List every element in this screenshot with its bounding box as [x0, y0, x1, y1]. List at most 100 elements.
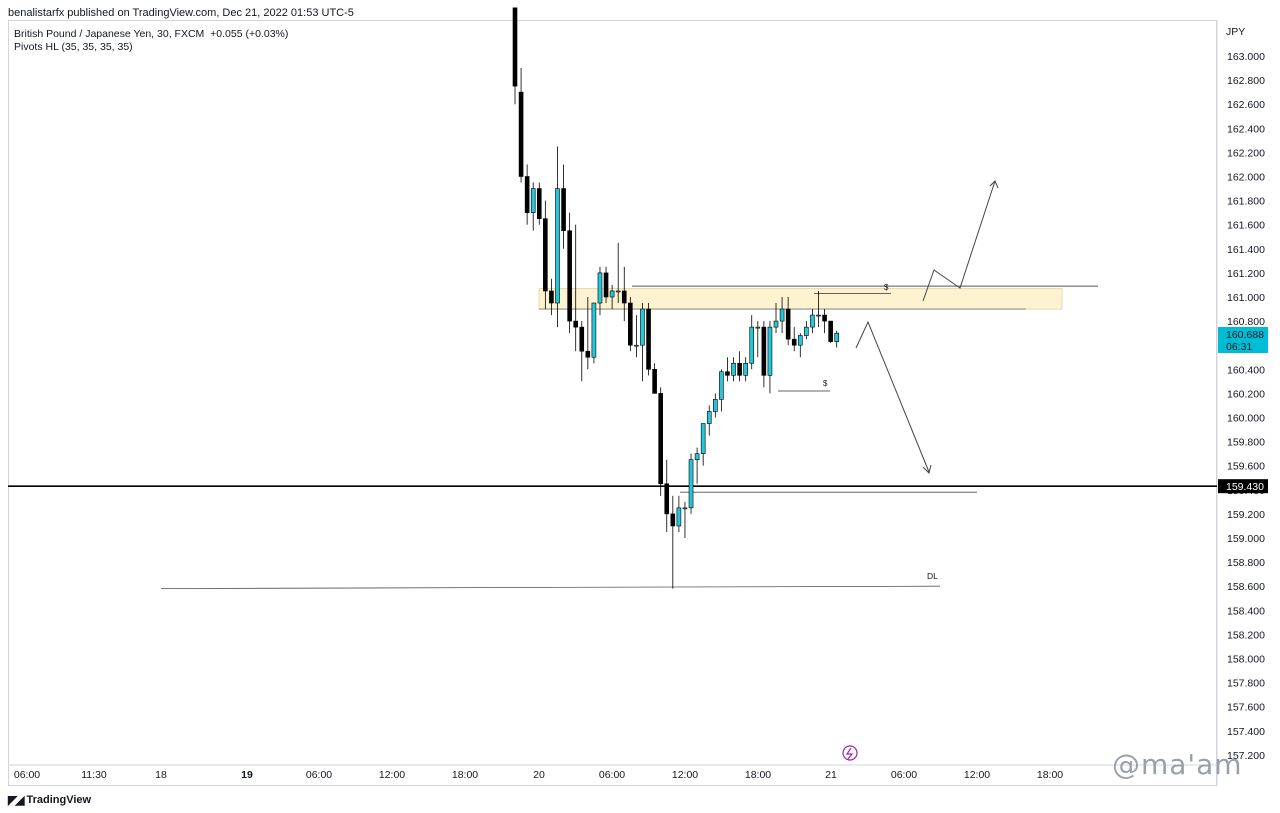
candle-body[interactable] [652, 368, 657, 394]
candle-body[interactable] [609, 290, 615, 298]
candle-body[interactable] [810, 314, 815, 328]
dl-line[interactable] [160, 585, 941, 590]
candle-body[interactable] [591, 302, 597, 358]
y-tick-label: 163.000 [1227, 51, 1265, 63]
liquidity-label-top: $ [884, 283, 889, 292]
candle-body[interactable] [700, 423, 706, 454]
currency-label: JPY [1226, 26, 1245, 38]
candle-body[interactable] [567, 230, 572, 322]
candle-body[interactable] [640, 308, 645, 346]
x-tick-label: 18:00 [452, 769, 478, 781]
candle-body[interactable] [512, 7, 518, 87]
last-price-label: 160.688 [1226, 329, 1264, 341]
candle-body[interactable] [743, 362, 748, 376]
x-tick-label: 12:00 [672, 769, 698, 781]
candle-body[interactable] [767, 326, 773, 376]
candle-body[interactable] [561, 188, 566, 232]
candle-body[interactable] [761, 326, 767, 376]
y-tick-label: 158.400 [1227, 605, 1265, 617]
candle-body[interactable] [536, 188, 542, 219]
candle-body[interactable] [658, 393, 663, 485]
x-tick-label: 18:00 [1037, 769, 1063, 781]
bearish-projection-path[interactable] [855, 320, 930, 473]
y-tick-label: 160.800 [1227, 316, 1265, 328]
y-tick-label: 158.600 [1227, 581, 1265, 593]
candle-body[interactable] [524, 176, 530, 213]
candle-body[interactable] [804, 326, 809, 336]
candle-body[interactable] [670, 513, 676, 527]
candle-body[interactable] [828, 320, 833, 342]
candle-body[interactable] [664, 483, 670, 515]
x-tick-label: 06:00 [14, 769, 40, 781]
candle-body[interactable] [725, 371, 730, 376]
candle-body[interactable] [822, 314, 827, 322]
y-tick-label: 158.200 [1227, 629, 1265, 641]
y-tick-label: 159.800 [1227, 437, 1265, 449]
y-tick-label: 159.000 [1227, 533, 1265, 545]
candle-body[interactable] [713, 399, 718, 412]
candle-body[interactable] [737, 362, 742, 376]
candle-body[interactable] [731, 362, 736, 376]
candle-body[interactable] [549, 290, 554, 304]
candle-body[interactable] [688, 459, 694, 509]
candle-body[interactable] [518, 91, 524, 177]
lightning-icon[interactable] [842, 745, 858, 761]
candle-body[interactable] [785, 308, 791, 340]
tradingview-footer[interactable]: ◤◢ TradingView [8, 793, 91, 807]
candle-body[interactable] [555, 188, 560, 304]
candle-body[interactable] [585, 350, 591, 358]
y-tick-label: 161.600 [1227, 220, 1265, 232]
candle-body[interactable] [621, 290, 627, 304]
candle-body[interactable] [694, 453, 700, 460]
dl-label: DL [927, 571, 938, 581]
candle-body[interactable] [755, 326, 761, 329]
arrow-up-icon [989, 180, 999, 189]
candle-body[interactable] [543, 218, 548, 292]
x-tick-label: 19 [241, 769, 253, 781]
candle-body[interactable] [615, 290, 621, 293]
candle-body[interactable] [634, 344, 639, 347]
y-tick-label: 157.800 [1227, 678, 1265, 690]
arrow-down-icon [922, 464, 932, 474]
candle-body[interactable] [530, 188, 536, 213]
y-tick-label: 160.200 [1227, 388, 1265, 400]
level-price-tag-label: 159.430 [1226, 481, 1264, 493]
y-tick-label: 162.600 [1227, 99, 1265, 111]
candle-body[interactable] [573, 320, 579, 328]
x-tick-label: 06:00 [599, 769, 625, 781]
candle-body[interactable] [676, 507, 682, 527]
publish-info: benalistarfx published on TradingView.co… [8, 7, 354, 19]
candle-body[interactable] [719, 371, 724, 400]
candle-body[interactable] [779, 308, 785, 322]
candle-body[interactable] [749, 326, 755, 364]
indicator-label[interactable]: Pivots HL (35, 35, 35, 35) [14, 41, 133, 53]
candle-body[interactable] [603, 272, 609, 298]
lightning-bolt-icon [845, 747, 854, 760]
y-tick-label: 162.800 [1227, 75, 1265, 87]
candle-body[interactable] [791, 338, 797, 346]
y-tick-label: 162.400 [1227, 123, 1265, 135]
symbol-title[interactable]: British Pound / Japanese Yen, 30, FXCM [14, 28, 205, 40]
candle-body[interactable] [628, 302, 633, 346]
x-tick-label: 20 [533, 769, 545, 781]
bullish-projection-path[interactable] [922, 180, 996, 302]
candle-body[interactable] [834, 332, 840, 342]
x-tick-label: 21 [825, 769, 837, 781]
tradingview-logo-icon: ◤◢ [8, 793, 25, 807]
candle-body[interactable] [706, 411, 712, 424]
candle-body[interactable] [797, 335, 803, 346]
y-tick-label: 159.200 [1227, 509, 1265, 521]
watermark-text: @ma'am [1112, 748, 1243, 781]
candle-body[interactable] [773, 320, 779, 328]
candle-body[interactable] [646, 308, 651, 370]
candle-body[interactable] [816, 314, 821, 317]
liquidity-label-bottom: $ [823, 379, 828, 388]
y-tick-label: 162.200 [1227, 147, 1265, 159]
y-tick-label: 157.600 [1227, 702, 1265, 714]
candle-body[interactable] [682, 507, 688, 510]
candle-body[interactable] [579, 326, 585, 352]
x-tick-label: 11:30 [81, 769, 107, 781]
x-tick-label: 06:00 [306, 769, 332, 781]
candle-body[interactable] [597, 272, 603, 304]
